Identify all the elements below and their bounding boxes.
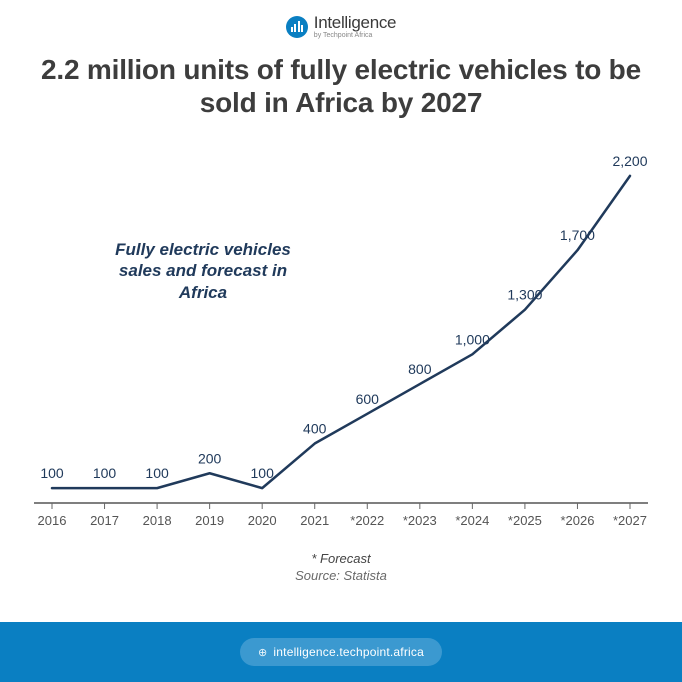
svg-text:*2027: *2027 [613,513,647,528]
svg-text:2021: 2021 [300,513,329,528]
svg-text:2019: 2019 [195,513,224,528]
footer-bar: ⊕ intelligence.techpoint.africa [0,622,682,682]
forecast-note: * Forecast [0,551,682,566]
svg-text:100: 100 [145,465,169,481]
footer-link[interactable]: ⊕ intelligence.techpoint.africa [240,638,442,666]
svg-text:*2024: *2024 [455,513,489,528]
svg-text:2016: 2016 [38,513,67,528]
svg-text:100: 100 [251,465,275,481]
logo-mark [286,16,308,38]
svg-text:1,300: 1,300 [507,287,542,303]
svg-text:200: 200 [198,450,222,466]
svg-text:2,200: 2,200 [612,153,647,169]
svg-text:2017: 2017 [90,513,119,528]
svg-text:*2026: *2026 [560,513,594,528]
line-chart: Fully electric vehicles sales and foreca… [34,143,648,543]
svg-text:100: 100 [40,465,64,481]
footer-url: intelligence.techpoint.africa [273,645,424,659]
svg-text:100: 100 [93,465,117,481]
chart-description: Fully electric vehicles sales and foreca… [98,239,308,303]
svg-text:800: 800 [408,361,432,377]
svg-text:1,700: 1,700 [560,227,595,243]
headline: 2.2 million units of fully electric vehi… [0,39,682,119]
svg-text:400: 400 [303,421,327,437]
svg-text:*2022: *2022 [350,513,384,528]
logo-subtitle: by Techpoint Africa [314,32,396,39]
svg-text:1,000: 1,000 [455,331,490,347]
source-note: Source: Statista [0,568,682,583]
logo-title: Intelligence [314,14,396,31]
globe-icon: ⊕ [258,646,267,659]
svg-text:*2023: *2023 [403,513,437,528]
brand-logo: Intelligence by Techpoint Africa [0,0,682,39]
chart-svg: 2016 2017 2018 2019 2020 2021 *2022 *2023 *2024 *… [34,143,648,543]
svg-text:*2025: *2025 [508,513,542,528]
svg-text:600: 600 [356,391,380,407]
svg-text:2020: 2020 [248,513,277,528]
svg-text:2018: 2018 [143,513,172,528]
